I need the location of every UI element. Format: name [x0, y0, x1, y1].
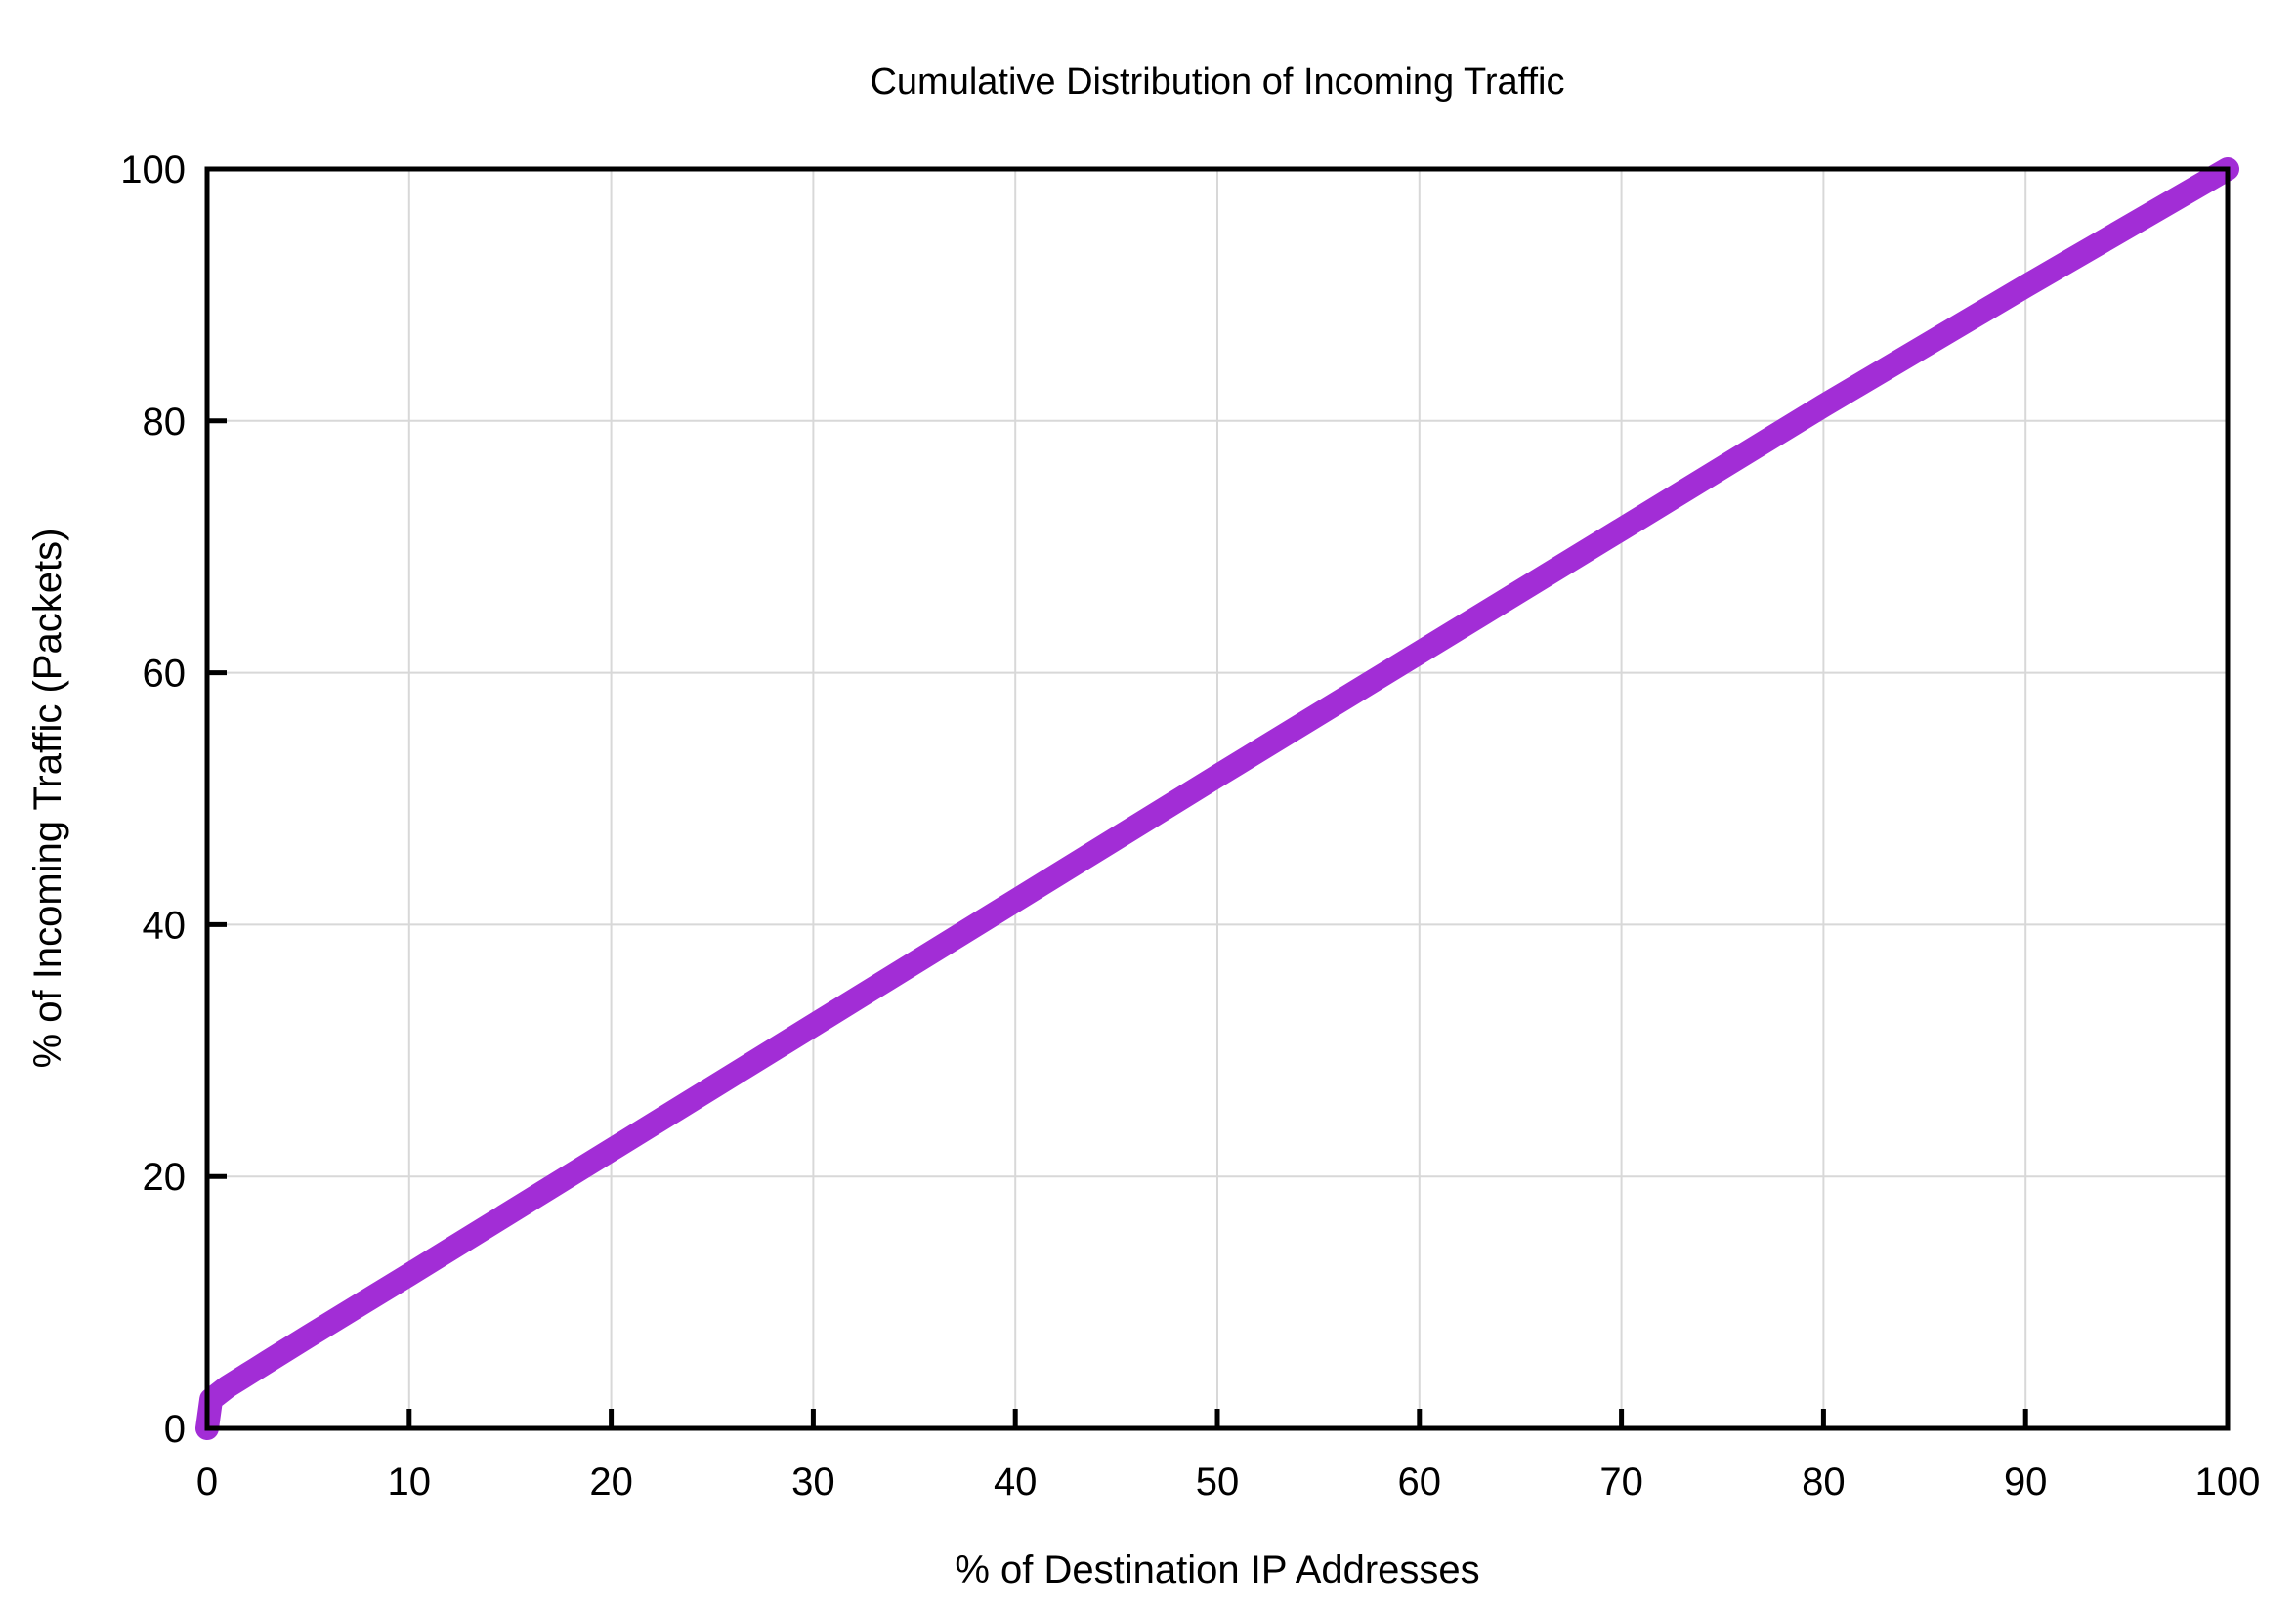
x-tick-label: 50	[1196, 1461, 1240, 1504]
x-tick-label: 10	[388, 1461, 432, 1504]
x-tick-label: 80	[1802, 1461, 1846, 1504]
chart-title: Cumulative Distribution of Incoming Traf…	[870, 62, 1564, 103]
axis-layer	[204, 166, 2231, 1431]
y-tick-label: 40	[143, 904, 187, 947]
x-tick-label: 60	[1398, 1461, 1442, 1504]
x-tick-label: 100	[2195, 1461, 2261, 1504]
x-tick-label: 20	[589, 1461, 633, 1504]
y-tick-label: 60	[143, 653, 187, 696]
x-tick-label: 90	[2004, 1461, 2048, 1504]
tick-label-layer: 0 10 20 30 40 50 60 70 80 90 100 0 20 40 60 80 100	[120, 148, 2260, 1504]
x-axis-label: % of Destination IP Addresses	[955, 1548, 1479, 1591]
y-tick-label: 0	[164, 1408, 186, 1451]
x-tick-label: 40	[994, 1461, 1038, 1504]
x-tick-label: 30	[791, 1461, 835, 1504]
x-tick-label: 70	[1599, 1461, 1643, 1504]
y-tick-label: 100	[120, 148, 186, 191]
x-tick-label: 0	[196, 1461, 218, 1504]
series-layer	[195, 157, 2239, 1440]
y-tick-label: 80	[143, 401, 187, 444]
y-tick-label: 20	[143, 1156, 187, 1199]
y-axis-label: % of Incoming Traffic (Packets)	[26, 529, 69, 1069]
cdf-line	[195, 157, 2239, 1440]
